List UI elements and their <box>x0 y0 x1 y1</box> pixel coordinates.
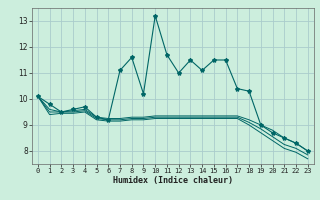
X-axis label: Humidex (Indice chaleur): Humidex (Indice chaleur) <box>113 176 233 185</box>
